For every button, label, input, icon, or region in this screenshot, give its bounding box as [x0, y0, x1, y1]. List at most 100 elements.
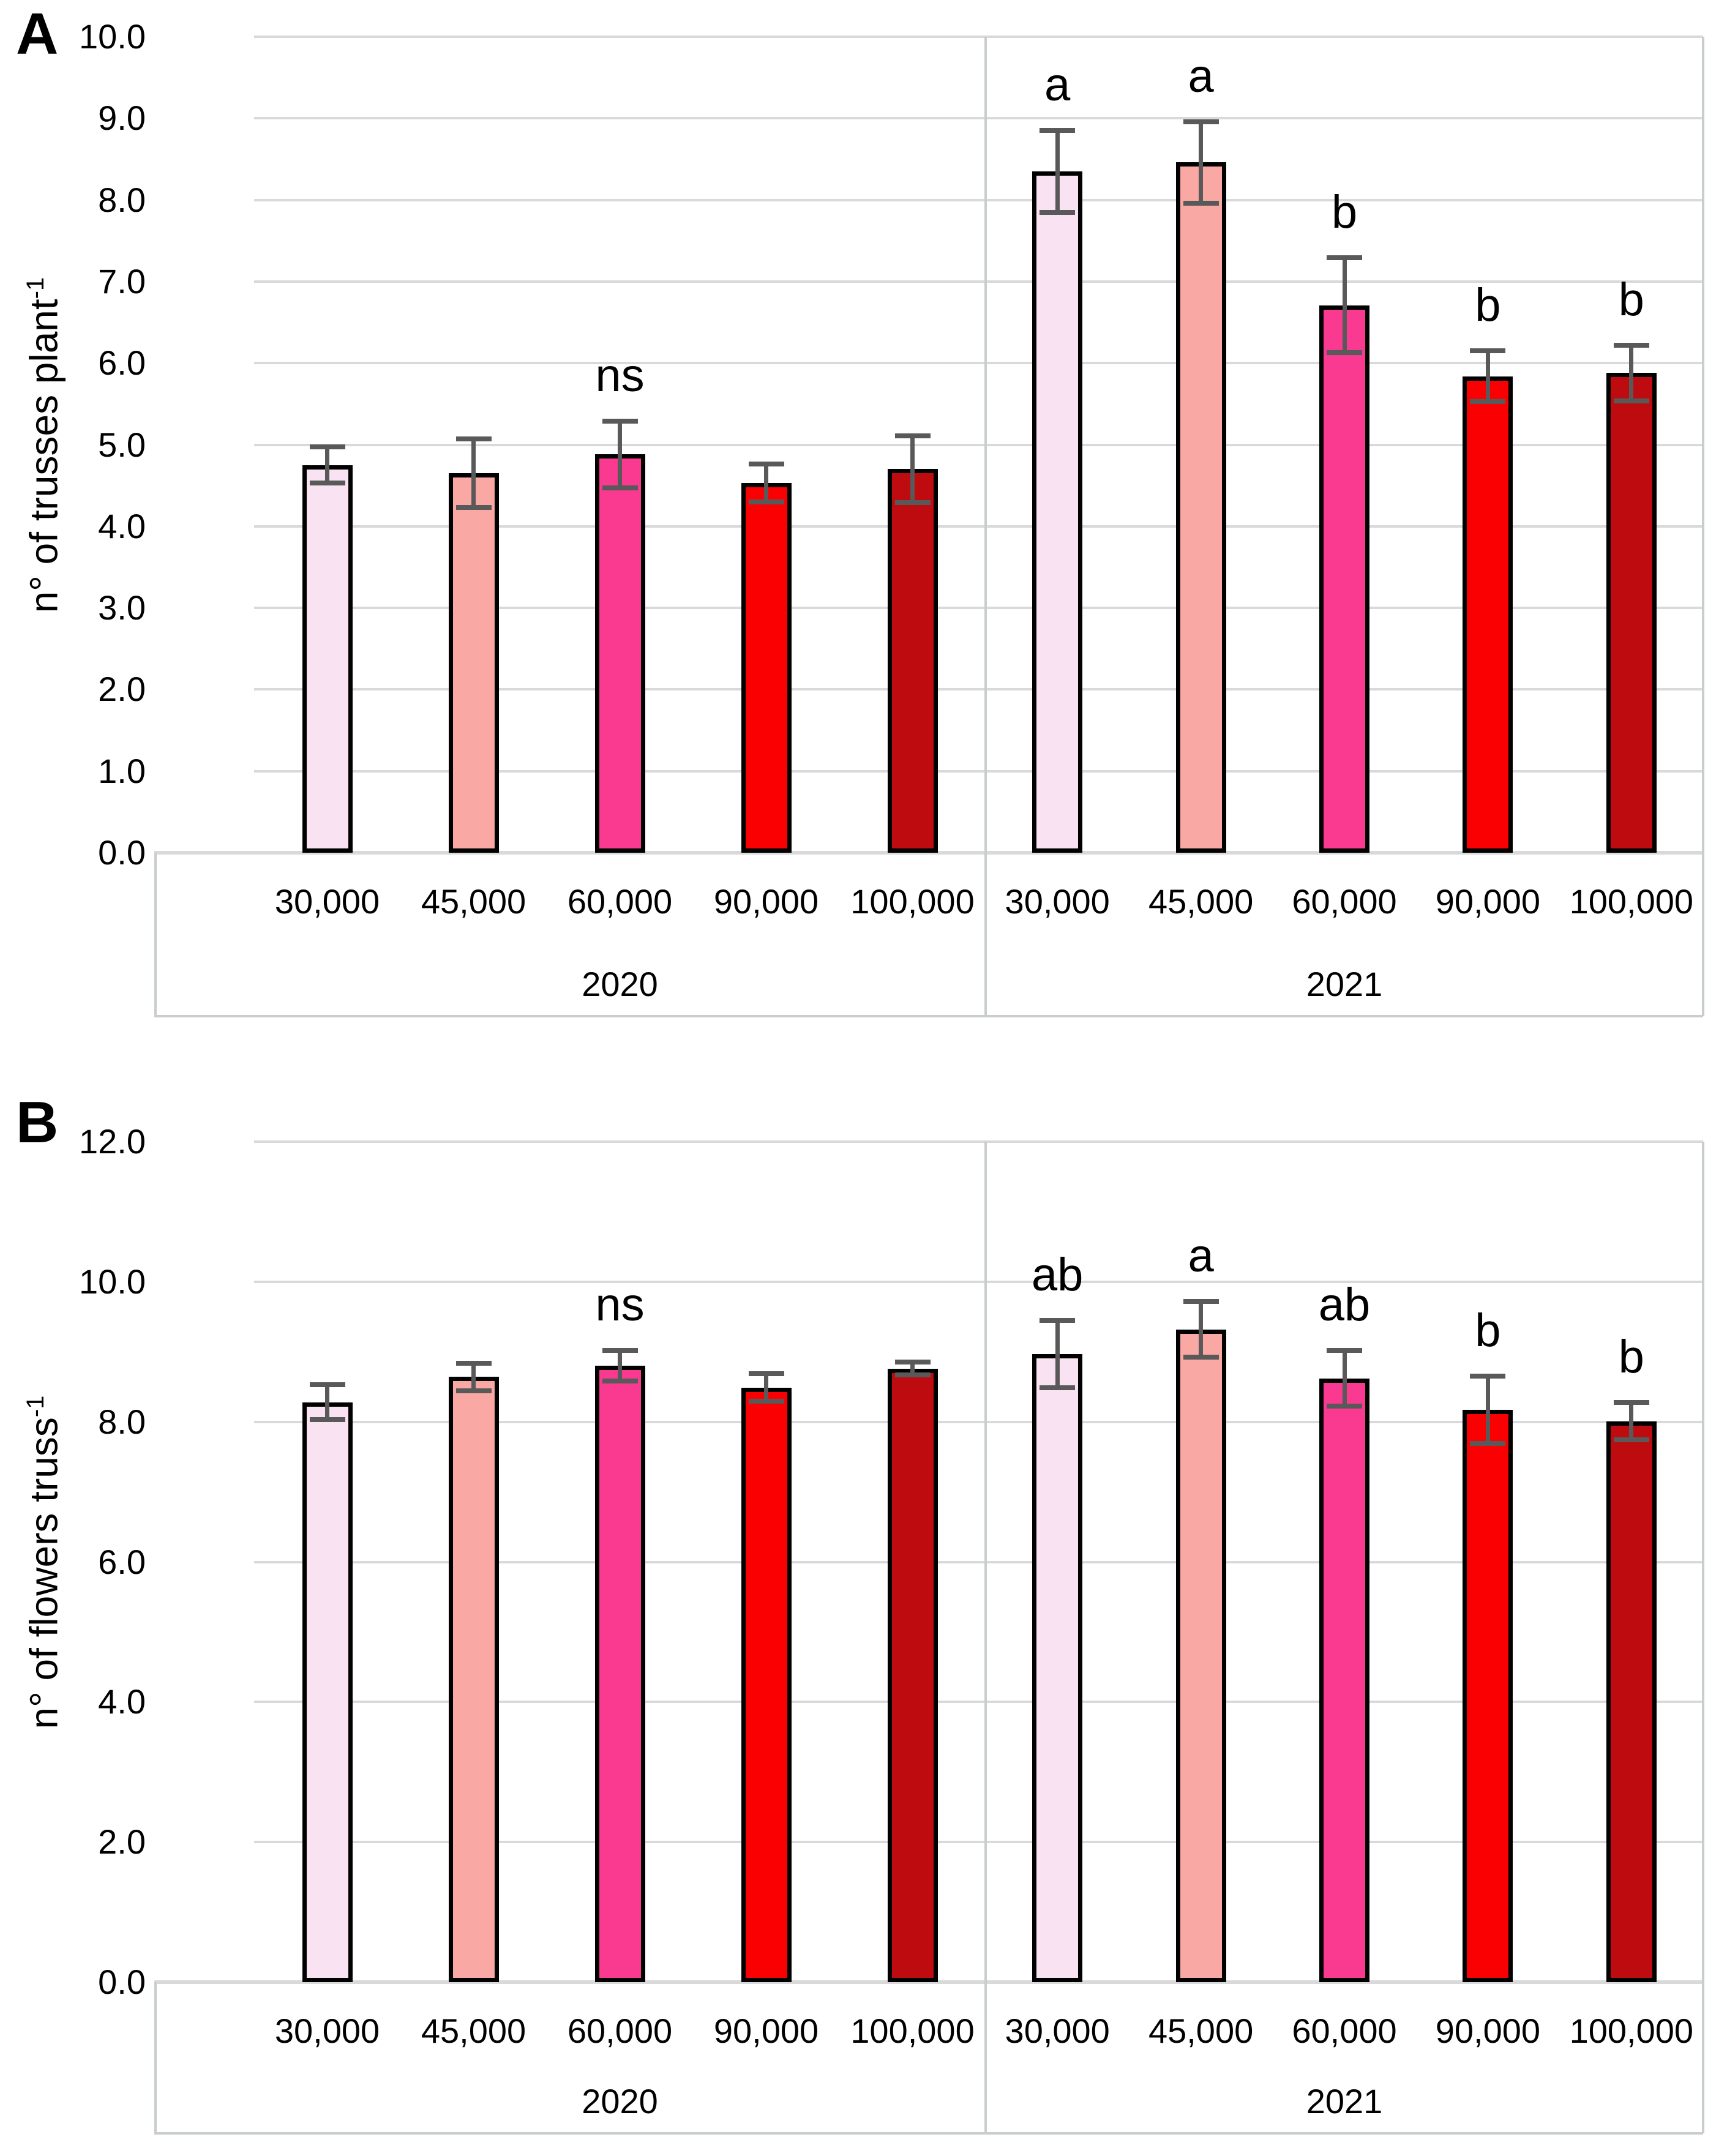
error-bar-top-cap	[602, 418, 638, 424]
y-axis-tick-label: 0.0	[98, 1963, 146, 2001]
y-axis-tick-label: 2.0	[98, 670, 146, 709]
y-axis-tick-label: 1.0	[98, 751, 146, 790]
error-bar-line	[325, 447, 329, 484]
error-bar-top-cap	[602, 1347, 638, 1353]
error-bar-bottom-cap	[748, 499, 784, 504]
error-bar-line	[1199, 121, 1204, 203]
y-axis-tick-label: 8.0	[98, 180, 146, 219]
gridline	[254, 1701, 1703, 1704]
error-bar-line	[910, 1362, 915, 1375]
error-bar-top-cap	[309, 1382, 345, 1388]
gridline	[254, 1420, 1703, 1423]
significance-label: b	[1331, 186, 1358, 239]
panel-letter-b: B	[16, 1090, 59, 1155]
error-bar-bottom-cap	[602, 1379, 638, 1384]
error-bar-bottom-cap	[1327, 1404, 1362, 1409]
bar-2021-100000	[1606, 1421, 1657, 1982]
bar-2020-90000	[741, 1387, 792, 1982]
error-bar-line	[618, 1350, 622, 1382]
error-bar-line	[471, 439, 476, 508]
error-bar-line	[1485, 351, 1490, 402]
bar-2020-30000	[302, 465, 353, 853]
error-bar-top-cap	[894, 1360, 931, 1365]
error-bar-bottom-cap	[1183, 1355, 1219, 1360]
gridline	[254, 1560, 1703, 1563]
error-bar-bottom-cap	[894, 1372, 931, 1377]
y-axis-tick-label: 0.0	[98, 833, 146, 872]
label-box-bottom-border	[154, 1015, 1703, 1017]
error-bar-top-cap	[894, 433, 931, 438]
error-bar-top-cap	[1040, 1317, 1076, 1323]
significance-label: b	[1618, 1330, 1644, 1383]
year-group-label: 2020	[582, 2082, 658, 2120]
gridline	[254, 443, 1703, 446]
y-axis-tick-label: 10.0	[79, 1262, 146, 1301]
bar-2020-60000	[594, 454, 645, 853]
gridline	[254, 769, 1703, 773]
error-bar-line	[471, 1363, 476, 1391]
y-axis-tick-label: 4.0	[98, 1682, 146, 1721]
gridline	[254, 280, 1703, 283]
x-category-label: 90,000	[713, 882, 819, 921]
y-axis-tick-label: 10.0	[79, 17, 146, 56]
error-bar-bottom-cap	[309, 1417, 345, 1423]
y-axis-tick-label: 9.0	[98, 99, 146, 138]
error-bar-line	[1199, 1301, 1204, 1358]
bar-2021-60000	[1319, 305, 1369, 853]
bar-2020-45000	[448, 473, 499, 853]
label-box-right-border	[1702, 37, 1704, 1016]
x-category-label: 30,000	[1005, 2012, 1110, 2050]
error-bar-top-cap	[1327, 1347, 1362, 1353]
error-bar-top-cap	[748, 1371, 784, 1376]
gridline	[254, 607, 1703, 610]
significance-label: a	[1188, 1229, 1214, 1282]
x-category-label: 60,000	[1292, 882, 1397, 921]
label-box-right-border	[1702, 1142, 1704, 2133]
gridline	[254, 1841, 1703, 1844]
y-axis-tick-label: 7.0	[98, 261, 146, 301]
error-bar-top-cap	[455, 1360, 492, 1366]
error-bar-bottom-cap	[1613, 398, 1649, 403]
label-box-bottom-border	[154, 2132, 1703, 2135]
bar-2020-90000	[741, 483, 792, 853]
y-axis-tick-label: 3.0	[98, 588, 146, 627]
error-bar-top-cap	[1470, 348, 1506, 354]
significance-label: b	[1475, 1304, 1501, 1357]
x-category-label: 45,000	[421, 2012, 526, 2050]
bar-2020-100000	[887, 1368, 938, 1982]
error-bar-top-cap	[455, 436, 492, 442]
x-axis-line	[154, 1980, 1703, 1984]
bar-2021-45000	[1175, 1329, 1226, 1982]
error-bar-bottom-cap	[1040, 1385, 1076, 1390]
x-category-label: 45,000	[1148, 2012, 1254, 2050]
x-category-label: 45,000	[1148, 882, 1254, 921]
error-bar-line	[1629, 1402, 1634, 1440]
bar-2021-60000	[1319, 1378, 1369, 1982]
significance-label: b	[1475, 279, 1501, 332]
error-bar-top-cap	[1613, 1399, 1649, 1405]
year-group-label: 2021	[1306, 965, 1383, 1003]
error-bar-bottom-cap	[602, 485, 638, 491]
significance-label: ab	[1318, 1278, 1371, 1331]
gridline	[254, 525, 1703, 528]
error-bar-top-cap	[1613, 342, 1649, 348]
significance-label: ns	[595, 1278, 645, 1331]
bar-2021-30000	[1032, 1353, 1083, 1982]
x-axis-line	[154, 851, 1703, 855]
label-box-left-border	[154, 853, 157, 1016]
x-category-label: 60,000	[567, 2012, 673, 2050]
error-bar-bottom-cap	[455, 1388, 492, 1394]
error-bar-line	[1485, 1376, 1490, 1444]
year-group-label: 2021	[1306, 2082, 1383, 2120]
x-category-label: 90,000	[713, 2012, 819, 2050]
x-category-label: 30,000	[274, 882, 380, 921]
error-bar-line	[764, 464, 768, 502]
error-bar-line	[1342, 258, 1347, 353]
x-category-label: 30,000	[274, 2012, 380, 2050]
bar-2021-100000	[1606, 373, 1657, 853]
error-bar-top-cap	[748, 462, 784, 467]
x-category-label: 100,000	[1569, 882, 1694, 921]
x-category-label: 60,000	[1292, 2012, 1397, 2050]
significance-label: a	[1044, 59, 1071, 111]
error-bar-line	[1055, 1320, 1060, 1388]
